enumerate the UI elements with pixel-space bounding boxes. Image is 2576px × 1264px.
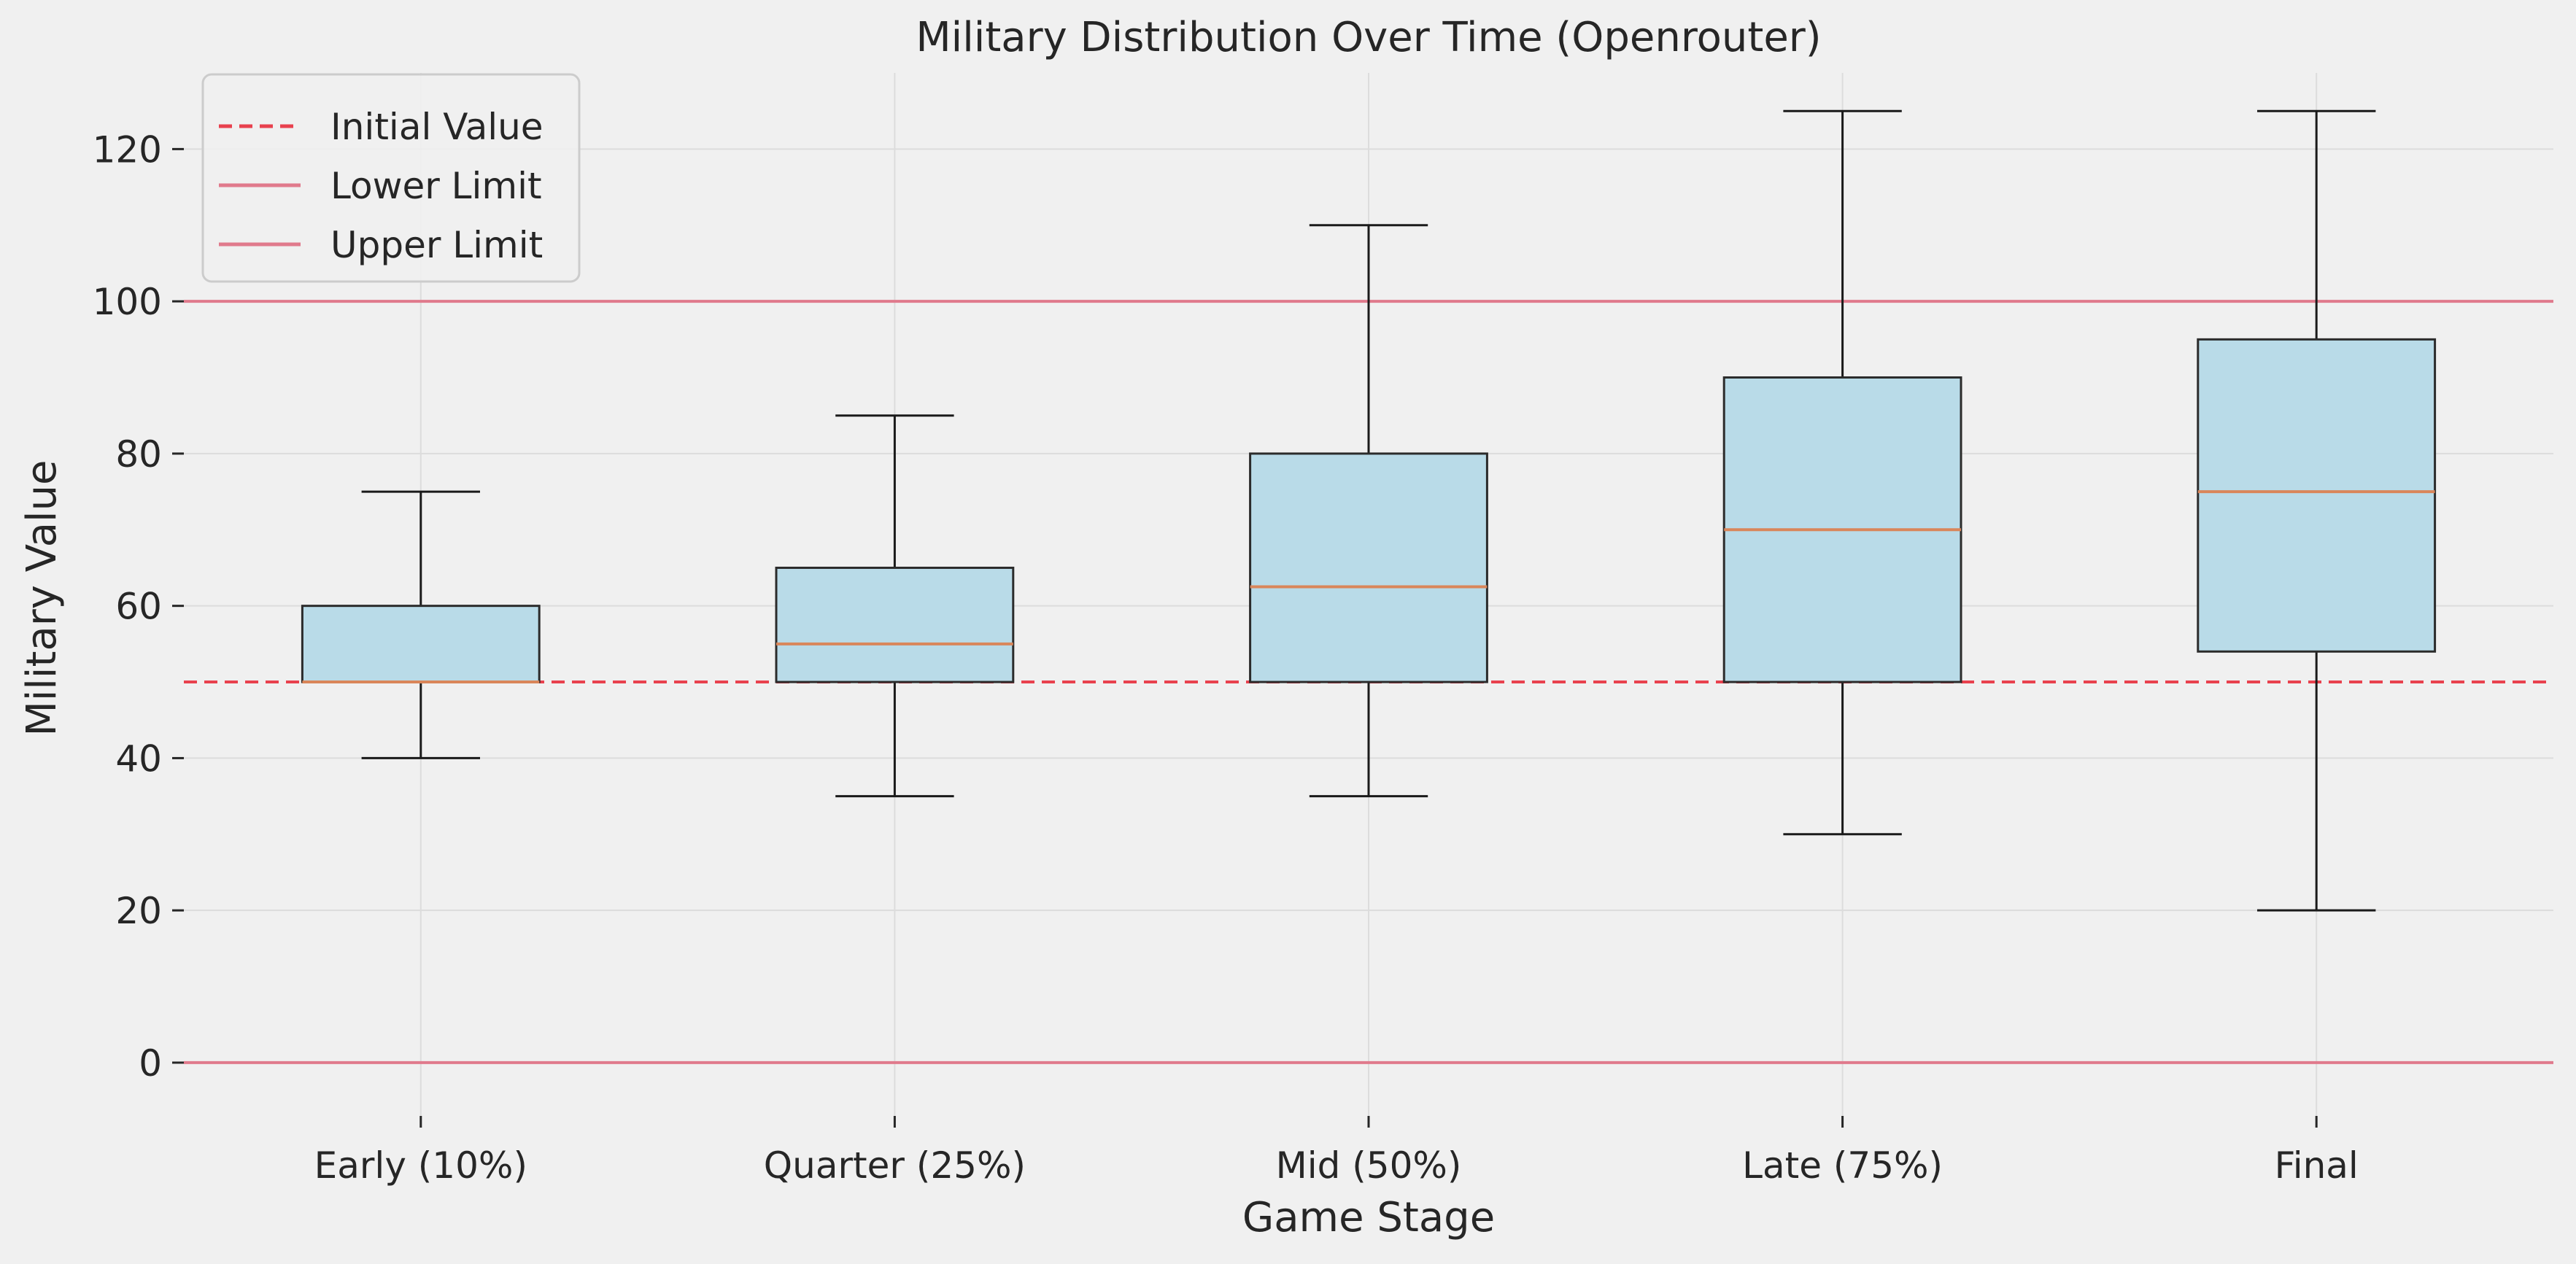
x-tick-label-2: Mid (50%) (1276, 1144, 1462, 1187)
y-tick-label-2: 40 (115, 737, 162, 780)
legend: Initial Value Lower Limit Upper Limit (201, 73, 581, 283)
y-tick-label-6: 120 (93, 128, 162, 171)
box-group-3 (1722, 109, 1962, 836)
axes: 0 20 40 60 80 100 120 Early (10%) Quarter (25%) M… (93, 128, 2359, 1187)
legend-frame (201, 73, 581, 283)
box-group-0 (301, 490, 541, 759)
legend-label-0: Initial Value (330, 106, 544, 148)
y-tick-label-4: 80 (115, 433, 162, 476)
y-tick-label-0: 0 (139, 1042, 162, 1085)
x-axis-label: Game Stage (1242, 1194, 1495, 1241)
box-4 (2197, 338, 2437, 653)
y-tick-label-1: 20 (115, 890, 162, 932)
box-group-1 (775, 414, 1015, 798)
x-tick-label-4: Final (2275, 1144, 2359, 1187)
boxes (301, 109, 2437, 912)
box-group-2 (1249, 224, 1488, 798)
legend-label-1: Lower Limit (330, 165, 542, 207)
y-axis-label: Military Value (18, 460, 66, 736)
x-tick-label-3: Late (75%) (1742, 1144, 1943, 1187)
x-tick-label-1: Quarter (25%) (764, 1144, 1026, 1187)
x-tick-label-0: Early (10%) (314, 1144, 527, 1187)
legend-label-2: Upper Limit (330, 224, 543, 266)
box-0 (301, 605, 541, 683)
y-tick-label-5: 100 (93, 281, 162, 323)
y-tick-label-3: 60 (115, 586, 162, 628)
box-group-4 (2197, 109, 2437, 912)
box-1 (775, 566, 1015, 683)
chart-title: Military Distribution Over Time (Openrou… (916, 14, 1821, 61)
box-2 (1249, 452, 1488, 683)
